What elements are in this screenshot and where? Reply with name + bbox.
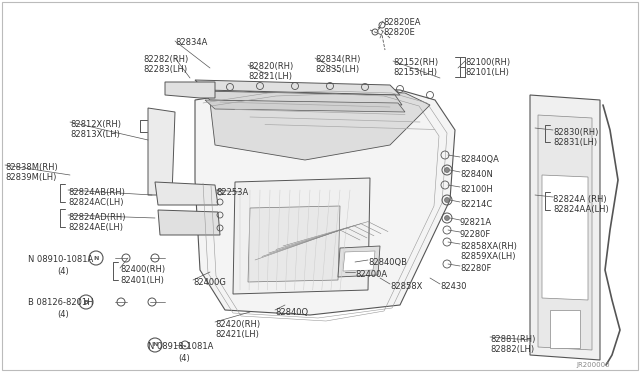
Text: 82834(RH): 82834(RH) [315,55,360,64]
Polygon shape [165,82,215,98]
Text: 82824AB(RH): 82824AB(RH) [68,188,125,197]
Text: 82420(RH): 82420(RH) [215,320,260,329]
Text: (4): (4) [57,310,68,319]
Text: 82839M(LH): 82839M(LH) [5,173,56,182]
Text: 82820E: 82820E [383,28,415,37]
Circle shape [445,215,449,221]
Polygon shape [233,178,370,294]
Text: 82813X(LH): 82813X(LH) [70,130,120,139]
Text: 82401(LH): 82401(LH) [120,276,164,285]
Text: 82430: 82430 [440,282,467,291]
Text: N: N [93,256,99,260]
Text: 82831(LH): 82831(LH) [553,138,597,147]
Text: 82100(RH): 82100(RH) [465,58,510,67]
Polygon shape [195,88,455,315]
Text: 82830(RH): 82830(RH) [553,128,598,137]
Text: 82100H: 82100H [460,185,493,194]
Text: 82824AC(LH): 82824AC(LH) [68,198,124,207]
Text: (4): (4) [178,354,189,363]
Text: B: B [84,299,88,305]
Polygon shape [200,91,402,105]
Polygon shape [248,206,340,282]
Text: 82812X(RH): 82812X(RH) [70,120,121,129]
Polygon shape [148,108,175,195]
Text: 82840N: 82840N [460,170,493,179]
Text: 82824AD(RH): 82824AD(RH) [68,213,125,222]
Text: 82253A: 82253A [216,188,248,197]
Text: 82101(LH): 82101(LH) [465,68,509,77]
Text: 82834A: 82834A [175,38,207,47]
Text: N: N [152,343,157,347]
Text: 82400G: 82400G [193,278,226,287]
Text: 82840QA: 82840QA [460,155,499,164]
Polygon shape [155,182,218,205]
Polygon shape [210,91,430,160]
Text: 82280F: 82280F [460,264,492,273]
Circle shape [445,167,449,173]
Text: N 08918-1081A: N 08918-1081A [148,342,213,351]
Text: 82400(RH): 82400(RH) [120,265,165,274]
Text: 82840Q: 82840Q [275,308,308,317]
Text: 82882(LH): 82882(LH) [490,345,534,354]
Polygon shape [343,251,375,271]
Text: JR200000: JR200000 [577,362,610,368]
Circle shape [445,198,449,202]
Text: 82282(RH): 82282(RH) [143,55,188,64]
Text: 82400A: 82400A [355,270,387,279]
Polygon shape [158,210,220,235]
Text: 82820EA: 82820EA [383,18,420,27]
Text: 82821(LH): 82821(LH) [248,72,292,81]
Text: N 08910-1081A: N 08910-1081A [28,255,93,264]
Text: 82820(RH): 82820(RH) [248,62,293,71]
Text: 82153(LH): 82153(LH) [393,68,437,77]
Text: 82840QB: 82840QB [368,258,407,267]
Text: 82824AE(LH): 82824AE(LH) [68,223,123,232]
Text: 82421(LH): 82421(LH) [215,330,259,339]
Polygon shape [205,100,405,112]
Text: 82881(RH): 82881(RH) [490,335,536,344]
Text: 82283(LH): 82283(LH) [143,65,187,74]
Text: (4): (4) [57,267,68,276]
Text: 82835(LH): 82835(LH) [315,65,359,74]
Polygon shape [195,80,400,95]
Text: 82859XA(LH): 82859XA(LH) [460,252,515,261]
Text: 82858X: 82858X [390,282,422,291]
Text: 82214C: 82214C [460,200,492,209]
Polygon shape [338,246,380,277]
Polygon shape [542,175,588,300]
Polygon shape [530,95,600,360]
Text: 82858XA(RH): 82858XA(RH) [460,242,517,251]
Text: 82838M(RH): 82838M(RH) [5,163,58,172]
Text: 92821A: 92821A [460,218,492,227]
Text: B 08126-8201H: B 08126-8201H [28,298,93,307]
Text: 82152(RH): 82152(RH) [393,58,438,67]
Text: 92280F: 92280F [460,230,492,239]
Text: 82824A (RH): 82824A (RH) [553,195,607,204]
Polygon shape [550,310,580,348]
Text: 82824AA(LH): 82824AA(LH) [553,205,609,214]
Polygon shape [538,115,592,350]
